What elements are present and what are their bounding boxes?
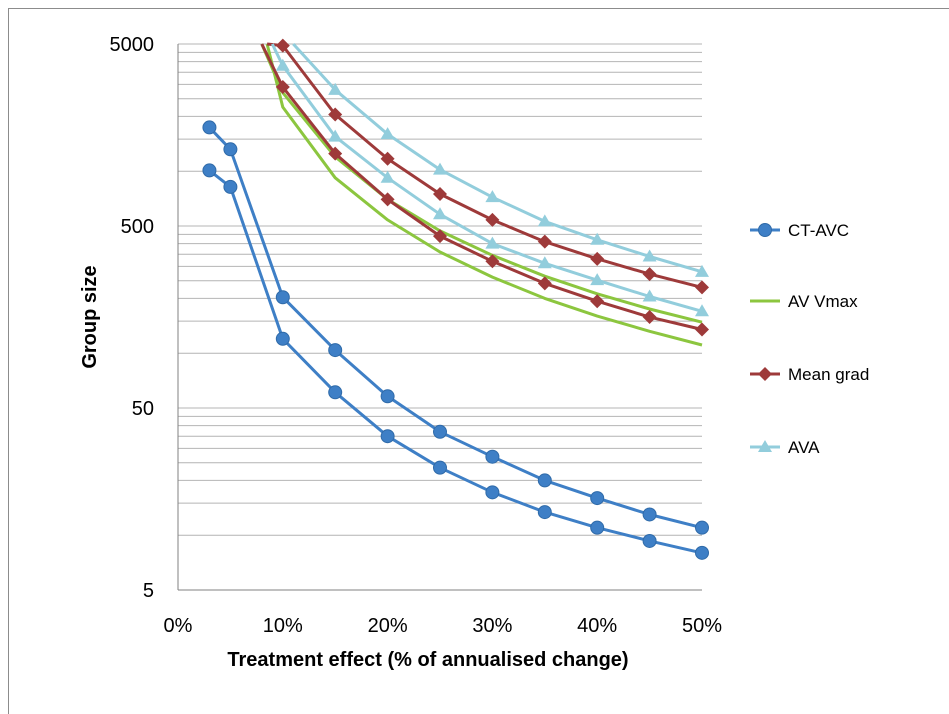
data-point	[275, 58, 290, 71]
data-point	[642, 533, 657, 548]
data-point	[328, 343, 343, 358]
data-point	[537, 473, 552, 488]
x-axis-title: Treatment effect (% of annualised change…	[227, 649, 628, 671]
y-axis-title: Group size	[79, 265, 101, 368]
series-line	[260, 43, 703, 324]
data-point	[328, 385, 343, 400]
data-point	[433, 424, 447, 439]
x-tick-label: 50%	[682, 615, 722, 637]
legend-label: CT-AVC	[788, 221, 849, 240]
data-point	[433, 186, 447, 201]
y-tick-label: 5000	[110, 34, 155, 56]
series-line	[260, 43, 703, 331]
x-tick-label: 40%	[577, 615, 617, 637]
data-point	[223, 142, 238, 157]
legend-label: AV Vmax	[788, 292, 858, 311]
data-point	[642, 310, 657, 325]
data-point	[275, 331, 290, 346]
data-point	[537, 234, 552, 249]
data-point	[758, 440, 772, 452]
data-point	[642, 249, 657, 262]
data-point	[537, 276, 552, 291]
data-point	[328, 107, 343, 122]
y-tick-label: 500	[121, 216, 154, 238]
data-point	[485, 254, 500, 269]
data-point	[590, 232, 605, 245]
data-point	[202, 120, 217, 135]
data-point	[380, 127, 395, 140]
data-point	[590, 491, 605, 506]
data-point	[433, 460, 447, 475]
data-point	[433, 207, 447, 220]
data-point	[758, 367, 772, 381]
data-point	[380, 192, 395, 207]
data-point	[328, 146, 343, 161]
data-point	[758, 223, 772, 237]
data-point	[537, 505, 552, 520]
data-point	[695, 545, 709, 560]
data-point	[537, 214, 552, 227]
data-point	[485, 236, 500, 249]
legend-label: AVA	[788, 438, 820, 457]
data-point	[642, 507, 657, 522]
y-tick-label: 50	[132, 398, 154, 420]
data-point	[275, 80, 290, 95]
data-point	[328, 82, 343, 95]
x-tick-label: 20%	[368, 615, 408, 637]
data-point	[380, 170, 395, 183]
series-line	[265, 43, 703, 347]
data-point	[590, 294, 605, 309]
data-point	[642, 289, 657, 302]
data-point	[380, 429, 395, 444]
data-point	[590, 273, 605, 286]
legend-label: Mean grad	[788, 365, 869, 384]
data-point	[223, 179, 238, 194]
data-point	[433, 229, 447, 244]
data-point	[537, 256, 552, 269]
series-line	[292, 42, 703, 274]
x-tick-label: 0%	[164, 615, 193, 637]
data-point	[695, 264, 709, 277]
data-point	[380, 151, 395, 166]
chart-frame	[8, 8, 949, 714]
x-tick-label: 10%	[263, 615, 303, 637]
data-point	[695, 304, 709, 317]
series-line	[270, 43, 703, 313]
data-point	[642, 267, 657, 282]
data-point	[433, 162, 447, 175]
series-line	[208, 169, 703, 555]
data-point	[695, 322, 709, 337]
data-point	[695, 280, 709, 295]
x-tick-label: 30%	[472, 615, 512, 637]
data-point	[380, 389, 395, 404]
data-point	[485, 449, 500, 464]
series-line	[208, 126, 703, 530]
data-point	[485, 485, 500, 500]
data-point	[590, 251, 605, 266]
data-point	[485, 190, 500, 203]
series-line	[266, 42, 703, 289]
data-point	[485, 212, 500, 227]
data-point	[590, 520, 605, 535]
data-point	[695, 520, 709, 535]
data-point	[275, 38, 290, 53]
data-point	[202, 163, 217, 178]
data-point	[328, 129, 343, 142]
y-tick-label: 5	[143, 580, 154, 602]
data-point	[275, 290, 290, 305]
